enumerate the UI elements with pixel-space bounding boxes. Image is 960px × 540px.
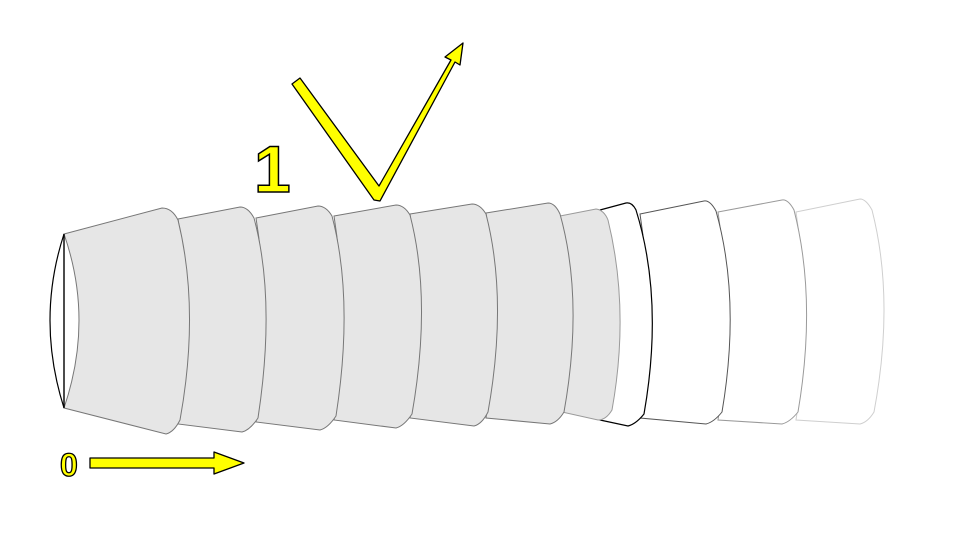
segment-5 — [409, 203, 499, 427]
segment-11 — [795, 198, 885, 425]
segment-10 — [717, 199, 808, 425]
end-cap-ellipse — [49, 233, 65, 409]
segment-4 — [333, 204, 423, 429]
label-one: 1 — [254, 132, 291, 206]
end-cap — [49, 233, 65, 409]
segment-2 — [177, 206, 267, 433]
reflection-arrow-1: 1 — [253, 42, 464, 207]
segment-9 — [639, 200, 731, 425]
filled-segments — [63, 202, 621, 435]
segment-6 — [485, 202, 574, 425]
axis-arrow-0: 0 — [59, 446, 245, 484]
label-zero: 0 — [60, 447, 78, 483]
arrow-1-shape — [291, 42, 464, 202]
faded-segments — [599, 198, 885, 427]
segment-1 — [63, 207, 191, 435]
arrow-0-shape — [89, 451, 245, 475]
segment-3 — [255, 205, 345, 431]
